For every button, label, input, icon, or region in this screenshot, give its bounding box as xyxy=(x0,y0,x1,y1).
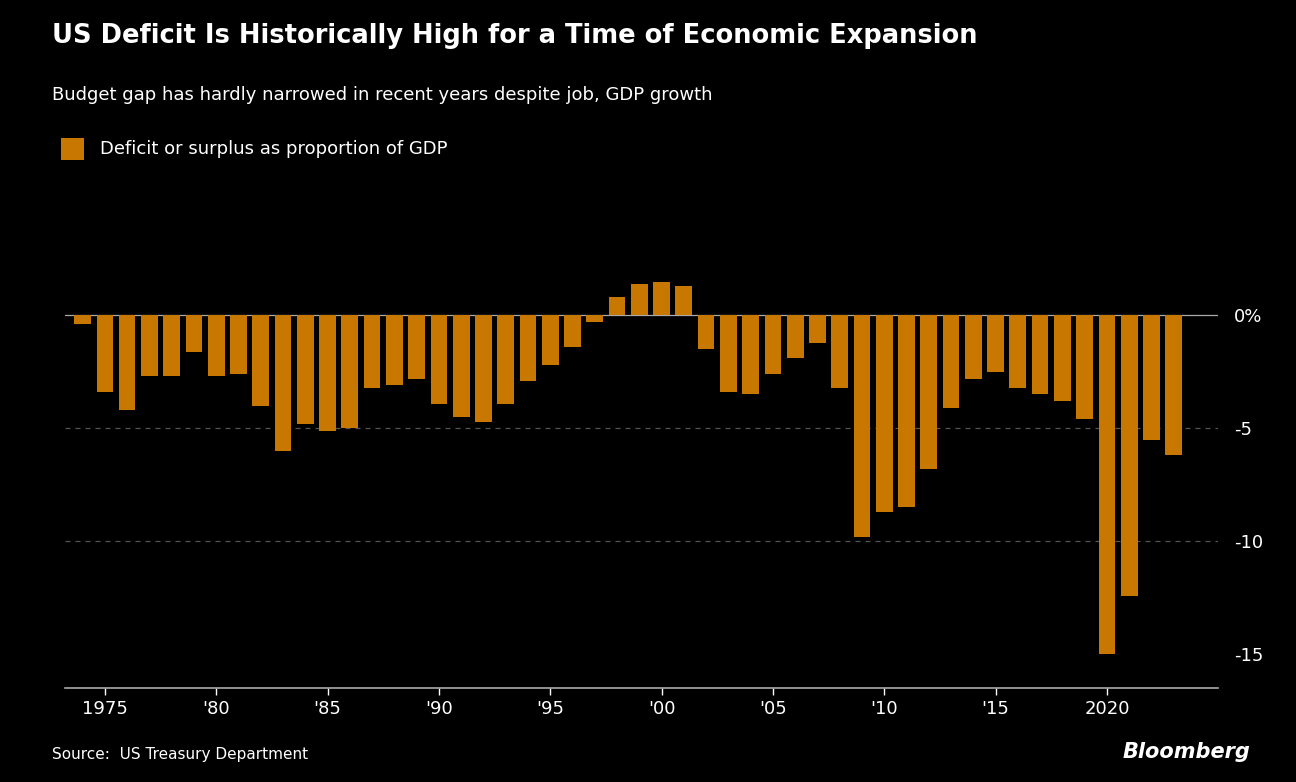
Bar xyxy=(119,315,136,411)
Bar xyxy=(476,315,491,421)
Bar xyxy=(787,315,804,358)
Bar xyxy=(452,315,469,417)
Bar xyxy=(408,315,425,378)
Bar xyxy=(721,315,736,393)
Bar xyxy=(1165,315,1182,455)
Bar xyxy=(141,315,158,376)
Bar xyxy=(1143,315,1160,439)
Bar xyxy=(1010,315,1026,388)
Bar xyxy=(831,315,848,388)
Bar xyxy=(809,315,826,343)
Bar xyxy=(253,315,270,406)
Bar xyxy=(564,315,581,347)
Bar xyxy=(341,315,358,429)
Bar xyxy=(163,315,180,376)
Bar xyxy=(697,315,714,350)
Bar xyxy=(942,315,959,408)
Bar xyxy=(386,315,403,386)
Bar xyxy=(920,315,937,469)
Bar xyxy=(988,315,1004,372)
Bar xyxy=(364,315,381,388)
Bar xyxy=(1099,315,1116,655)
Bar xyxy=(653,261,670,315)
Bar xyxy=(542,315,559,365)
Bar xyxy=(898,315,915,508)
Text: Budget gap has hardly narrowed in recent years despite job, GDP growth: Budget gap has hardly narrowed in recent… xyxy=(52,86,713,104)
Bar xyxy=(1032,315,1048,394)
Bar xyxy=(966,315,981,378)
Bar xyxy=(231,315,246,374)
Bar xyxy=(854,315,871,536)
Bar xyxy=(319,315,336,431)
Bar xyxy=(876,315,893,512)
Bar xyxy=(520,315,537,381)
Bar xyxy=(96,315,113,393)
Text: US Deficit Is Historically High for a Time of Economic Expansion: US Deficit Is Historically High for a Ti… xyxy=(52,23,977,49)
Bar xyxy=(1076,315,1093,419)
Bar xyxy=(498,315,515,404)
Bar xyxy=(74,315,91,325)
Bar xyxy=(609,297,626,315)
Text: Bloomberg: Bloomberg xyxy=(1122,742,1251,762)
Bar xyxy=(430,315,447,404)
Bar xyxy=(743,315,759,394)
Bar xyxy=(275,315,292,451)
Bar xyxy=(631,284,648,315)
Bar xyxy=(297,315,314,424)
Text: Source:  US Treasury Department: Source: US Treasury Department xyxy=(52,748,308,762)
Text: Deficit or surplus as proportion of GDP: Deficit or surplus as proportion of GDP xyxy=(100,139,447,158)
Bar xyxy=(1054,315,1070,401)
Bar xyxy=(586,315,603,322)
Bar xyxy=(207,315,224,376)
Bar xyxy=(675,286,692,315)
Bar xyxy=(765,315,781,374)
Bar xyxy=(1121,315,1138,596)
Bar xyxy=(185,315,202,352)
